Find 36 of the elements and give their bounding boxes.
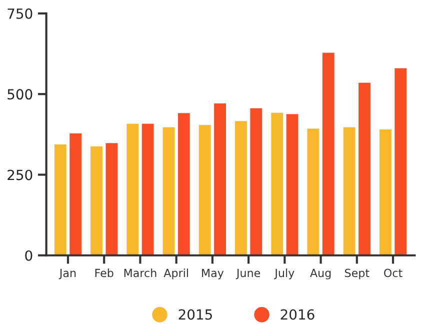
x-tick-label: June <box>236 268 260 280</box>
y-tick-label: 250 <box>8 170 32 180</box>
bar <box>394 68 407 256</box>
bar <box>379 130 392 256</box>
x-tick-label: Jan <box>58 268 76 280</box>
bar <box>235 121 247 256</box>
x-tick-label: Feb <box>95 268 114 278</box>
bar <box>286 114 298 256</box>
bar <box>178 113 190 256</box>
legend-label: 2016 <box>280 309 314 320</box>
bar <box>90 146 102 256</box>
y-tick-label: 0 <box>25 250 32 261</box>
bar <box>106 143 118 256</box>
bar <box>162 127 175 256</box>
legend-label: 2015 <box>178 309 212 320</box>
y-tick-label: 500 <box>8 89 32 100</box>
bar <box>343 127 356 256</box>
bar <box>70 133 82 256</box>
bar <box>198 125 211 256</box>
bar <box>126 124 139 256</box>
bar <box>307 128 320 256</box>
x-tick-label: July <box>274 268 294 280</box>
bar <box>54 144 66 256</box>
y-tick-label: 750 <box>8 8 32 19</box>
bar <box>271 112 284 256</box>
x-tick-label: Sept <box>344 268 370 280</box>
bar <box>358 82 370 256</box>
bar <box>322 52 334 256</box>
x-tick-label: March <box>124 268 156 278</box>
x-tick-label: April <box>164 268 188 280</box>
bar <box>250 108 262 256</box>
bar <box>142 124 154 256</box>
x-tick-label: Aug <box>310 268 331 280</box>
bar <box>214 103 226 256</box>
x-tick-label: Oct <box>384 268 402 278</box>
x-tick-label: May <box>202 268 224 280</box>
